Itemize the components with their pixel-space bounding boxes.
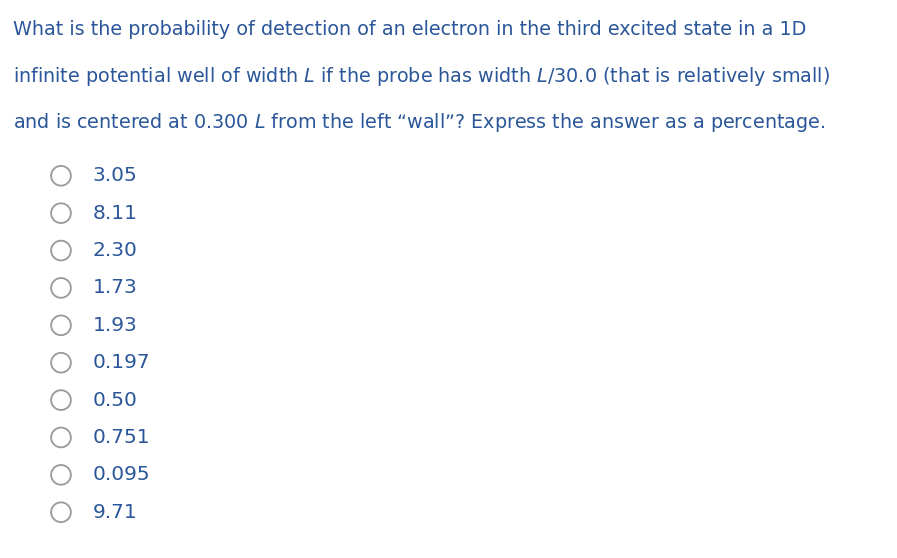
Text: 0.095: 0.095: [92, 465, 150, 484]
Text: 8.11: 8.11: [92, 204, 137, 223]
Text: 0.751: 0.751: [92, 428, 150, 447]
Text: 0.50: 0.50: [92, 391, 137, 410]
Text: 9.71: 9.71: [92, 503, 137, 522]
Text: 3.05: 3.05: [92, 166, 137, 185]
Text: and is centered at 0.300 $L$ from the left “wall”? Express the answer as a perce: and is centered at 0.300 $L$ from the le…: [13, 111, 826, 134]
Text: What is the probability of detection of an electron in the third excited state i: What is the probability of detection of …: [13, 20, 806, 39]
Text: 1.73: 1.73: [92, 278, 137, 297]
Text: infinite potential well of width $L$ if the probe has width $L$/30.0 (that is re: infinite potential well of width $L$ if …: [13, 65, 831, 88]
Text: 1.93: 1.93: [92, 316, 137, 335]
Text: 0.197: 0.197: [92, 353, 150, 372]
Text: 2.30: 2.30: [92, 241, 137, 260]
